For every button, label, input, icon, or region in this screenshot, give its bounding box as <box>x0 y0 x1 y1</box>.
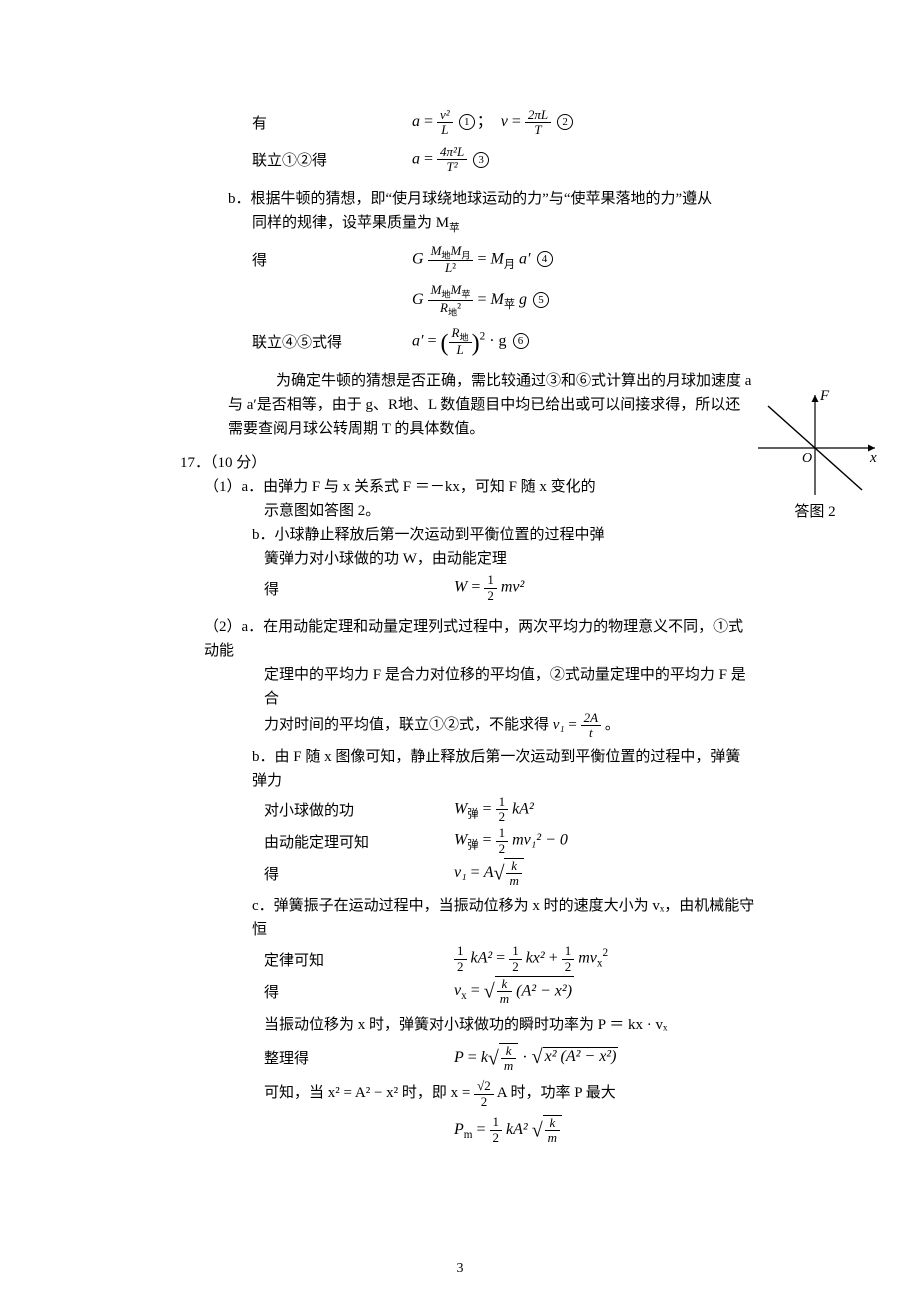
eq-line-5: G M地M苹R地² = M苹 g 5 <box>180 283 755 317</box>
equation-energy: 12 kA² = 12 kx² + 12 mvx2 <box>414 944 755 974</box>
label-c3: 得 <box>264 981 414 1002</box>
eq-P: 整理得 P = k√km · √x² (A² − x²) <box>180 1043 755 1074</box>
equation-3: a = 4π²LT² 3 <box>402 145 755 175</box>
equation-6: a′ = (R地L)2 · g 6 <box>402 326 755 358</box>
axis-origin-label: O <box>802 451 812 466</box>
figure-2-svg: F x O <box>750 390 880 500</box>
sec17-2b-1: b．由 F 随 x 图像可知，静止释放后第一次运动到平衡位置的过程中，弹簧弹力 <box>180 745 755 793</box>
label-lianli12: 联立①②得 <box>252 149 402 170</box>
sec17-1a-1: （1）a．由弹力 F 与 x 关系式 F ＝－kx，可知 F 随 x 变化的 <box>180 475 755 499</box>
document-page: 有 a = v²L 1； v = 2πLT 2 联立①②得 a = 4π²LT²… <box>0 0 920 1302</box>
equation-Wspring-1: W弹 = 12 kA² <box>414 795 755 825</box>
eq-line-3: 联立①②得 a = 4π²LT² 3 <box>180 145 755 175</box>
eq-W: 得 W = 12 mv² <box>180 573 755 603</box>
label-b3: 由动能定理可知 <box>264 831 414 852</box>
equation-v1: v₁ = A√km <box>414 858 755 889</box>
sec17-2c-6: 可知，当 x² = A² − x² 时，即 x = √22 A 时，功率 P 最… <box>180 1079 755 1109</box>
eq-v1: 得 v₁ = A√km <box>180 858 755 889</box>
eq-line-1: 有 a = v²L 1； v = 2πLT 2 <box>180 107 755 137</box>
sec16-b-p1: b．根据牛顿的猜想，即“使月球绕地球运动的力”与“使苹果落地的力”遵从 <box>180 187 755 211</box>
equation-vx: vx = √km (A² − x²) <box>414 976 755 1007</box>
equation-W: W = 12 mv² <box>414 573 755 603</box>
page-number: 3 <box>0 1261 920 1277</box>
sec16-conc2: 与 a′是否相等，由于 g、R地、L 数值题目中均已给出或可以间接求得，所以还 <box>180 393 755 417</box>
eq-Wspring-1: 对小球做的功 W弹 = 12 kA² <box>180 795 755 825</box>
label-de-1: 得 <box>252 249 402 270</box>
axis-x-label: x <box>869 450 877 466</box>
sec17-2a-3: 力对时间的平均值，联立①②式，不能求得 v₁ = 2At 。 <box>180 711 755 741</box>
sec17-2a-1: （2）a．在用动能定理和动量定理列式过程中，两次平均力的物理意义不同，①式动能 <box>180 615 755 663</box>
eq-line-6: 联立④⑤式得 a′ = (R地L)2 · g 6 <box>180 326 755 358</box>
equation-Pm: Pm = 12 kA² √km <box>414 1115 755 1146</box>
label-you: 有 <box>252 112 402 133</box>
sec17-header: 17．（10 分） <box>180 451 755 475</box>
sec17-2c-4: 当振动位移为 x 时，弹簧对小球做功的瞬时功率为 P ＝ kx · vₓ <box>180 1013 755 1037</box>
sec17-1b-2: 簧弹力对小球做的功 W，由动能定理 <box>180 547 755 571</box>
equation-P: P = k√km · √x² (A² − x²) <box>414 1043 755 1074</box>
sec16-conc3: 需要查阅月球公转周期 T 的具体数值。 <box>180 417 755 441</box>
sec17-2c-1: c．弹簧振子在运动过程中，当振动位移为 x 时的速度大小为 vₓ，由机械能守恒 <box>180 894 755 942</box>
figure-2: F x O 答图 2 <box>740 390 890 521</box>
sec17-1b-1: b．小球静止释放后第一次运动到平衡位置的过程中弹 <box>180 523 755 547</box>
label-c5: 整理得 <box>264 1047 414 1068</box>
label-de-2: 得 <box>264 578 414 599</box>
eq-Wspring-2: 由动能定理可知 W弹 = 12 mv₁² − 0 <box>180 826 755 856</box>
eq-line-4: 得 G M地M月L² = M月 a′ 4 <box>180 244 755 276</box>
label-c2: 定律可知 <box>264 949 414 970</box>
equation-Wspring-2: W弹 = 12 mv₁² − 0 <box>414 826 755 856</box>
label-b4: 得 <box>264 863 414 884</box>
eq-vx: 得 vx = √km (A² − x²) <box>180 976 755 1007</box>
sec17-1a-2: 示意图如答图 2。 <box>180 499 755 523</box>
axis-y-label: F <box>819 390 830 404</box>
equation-1-2: a = v²L 1； v = 2πLT 2 <box>402 107 755 137</box>
figure-caption: 答图 2 <box>740 500 890 521</box>
equation-4: G M地M月L² = M月 a′ 4 <box>402 244 755 276</box>
label-b2: 对小球做的功 <box>264 799 414 820</box>
equation-5: G M地M苹R地² = M苹 g 5 <box>402 283 755 317</box>
eq-energy-cons: 定律可知 12 kA² = 12 kx² + 12 mvx2 <box>180 944 755 974</box>
sec17-2a-2: 定理中的平均力 F 是合力对位移的平均值，②式动量定理中的平均力 F 是合 <box>180 663 755 711</box>
eq-Pm: Pm = 12 kA² √km <box>180 1115 755 1146</box>
label-lianli45: 联立④⑤式得 <box>252 331 402 352</box>
sec16-conc1: 为确定牛顿的猜想是否正确，需比较通过③和⑥式计算出的月球加速度 a <box>180 369 755 393</box>
sec16-b-p2: 同样的规律，设苹果质量为 M苹 <box>180 211 755 238</box>
